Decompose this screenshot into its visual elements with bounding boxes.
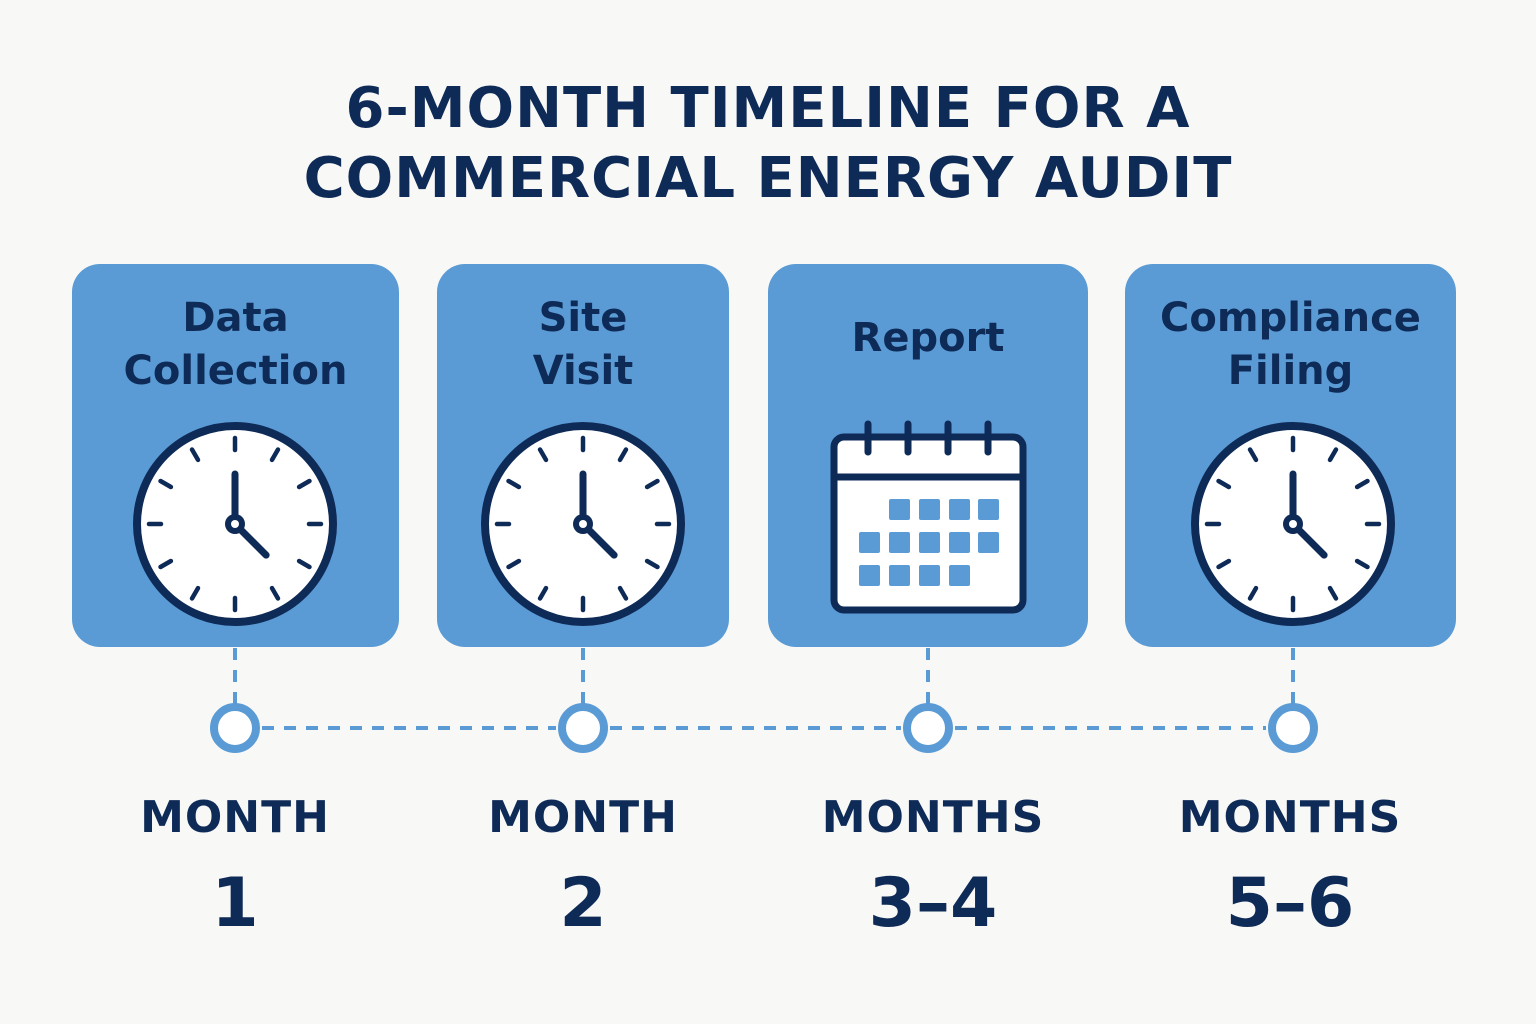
- calendar-icon: [830, 420, 1027, 614]
- clock-tick: [644, 478, 660, 490]
- clock-icon: [133, 422, 337, 626]
- title-line-2: COMMERCIAL ENERGY AUDIT: [303, 146, 1233, 211]
- title-line-1: 6-MONTH TIMELINE FOR A: [345, 76, 1191, 141]
- clock-tick: [189, 585, 201, 601]
- stage-label: Compliance Filing: [1125, 292, 1456, 398]
- period-word: MONTH: [488, 792, 678, 843]
- stage-card-compliance-filing: Compliance Filing: [1125, 264, 1456, 647]
- period-word: MONTH: [140, 792, 330, 843]
- clock-icon: [481, 422, 685, 626]
- period-label: MONTHS 5–6: [1140, 792, 1440, 944]
- clock-tick: [537, 447, 549, 463]
- clock-tick: [537, 585, 549, 601]
- clock-tick: [296, 558, 312, 570]
- period-value: 3–4: [868, 864, 998, 943]
- stage-card-data-collection: Data Collection: [72, 264, 399, 647]
- timeline-node: [558, 703, 608, 753]
- period-value: 2: [559, 864, 607, 943]
- stage-label-line: Visit: [532, 348, 634, 394]
- period-value: 5–6: [1225, 864, 1355, 943]
- stage-label-line: Data: [182, 295, 289, 341]
- clock-tick: [1327, 585, 1339, 601]
- clock-icon: [1191, 422, 1395, 626]
- page-title: 6-MONTH TIMELINE FOR A COMMERCIAL ENERGY…: [0, 74, 1536, 214]
- period-word: MONTHS: [821, 792, 1045, 843]
- stage-label-line: Report: [851, 315, 1005, 361]
- period-label: MONTH 2: [433, 792, 733, 944]
- clock-tick: [1354, 558, 1370, 570]
- stage-card-report: Report: [768, 264, 1088, 647]
- clock-tick: [506, 558, 522, 570]
- stage-card-site-visit: Site Visit: [437, 264, 729, 647]
- clock-tick: [269, 447, 281, 463]
- period-label: MONTH 1: [85, 792, 385, 944]
- clock-tick: [158, 558, 174, 570]
- clock-tick: [617, 585, 629, 601]
- timeline-node: [210, 703, 260, 753]
- period-label: MONTHS 3–4: [783, 792, 1083, 944]
- clock-tick: [1247, 585, 1259, 601]
- clock-tick: [506, 478, 522, 490]
- clock-tick: [1327, 447, 1339, 463]
- stage-label-line: Site: [538, 295, 628, 341]
- clock-tick: [617, 447, 629, 463]
- stage-label-line: Collection: [123, 348, 348, 394]
- stage-label-line: Filing: [1227, 348, 1354, 394]
- period-value: 1: [211, 864, 259, 943]
- clock-tick: [269, 585, 281, 601]
- clock-tick: [189, 447, 201, 463]
- stage-label: Report: [768, 312, 1088, 365]
- clock-tick: [1216, 478, 1232, 490]
- clock-tick: [1354, 478, 1370, 490]
- stage-label: Site Visit: [437, 292, 729, 398]
- timeline-node: [903, 703, 953, 753]
- stage-label: Data Collection: [72, 292, 399, 398]
- clock-tick: [1247, 447, 1259, 463]
- timeline-node: [1268, 703, 1318, 753]
- period-word: MONTHS: [1178, 792, 1402, 843]
- clock-tick: [296, 478, 312, 490]
- clock-tick: [158, 478, 174, 490]
- clock-tick: [644, 558, 660, 570]
- clock-tick: [1216, 558, 1232, 570]
- stage-label-line: Compliance: [1160, 295, 1421, 341]
